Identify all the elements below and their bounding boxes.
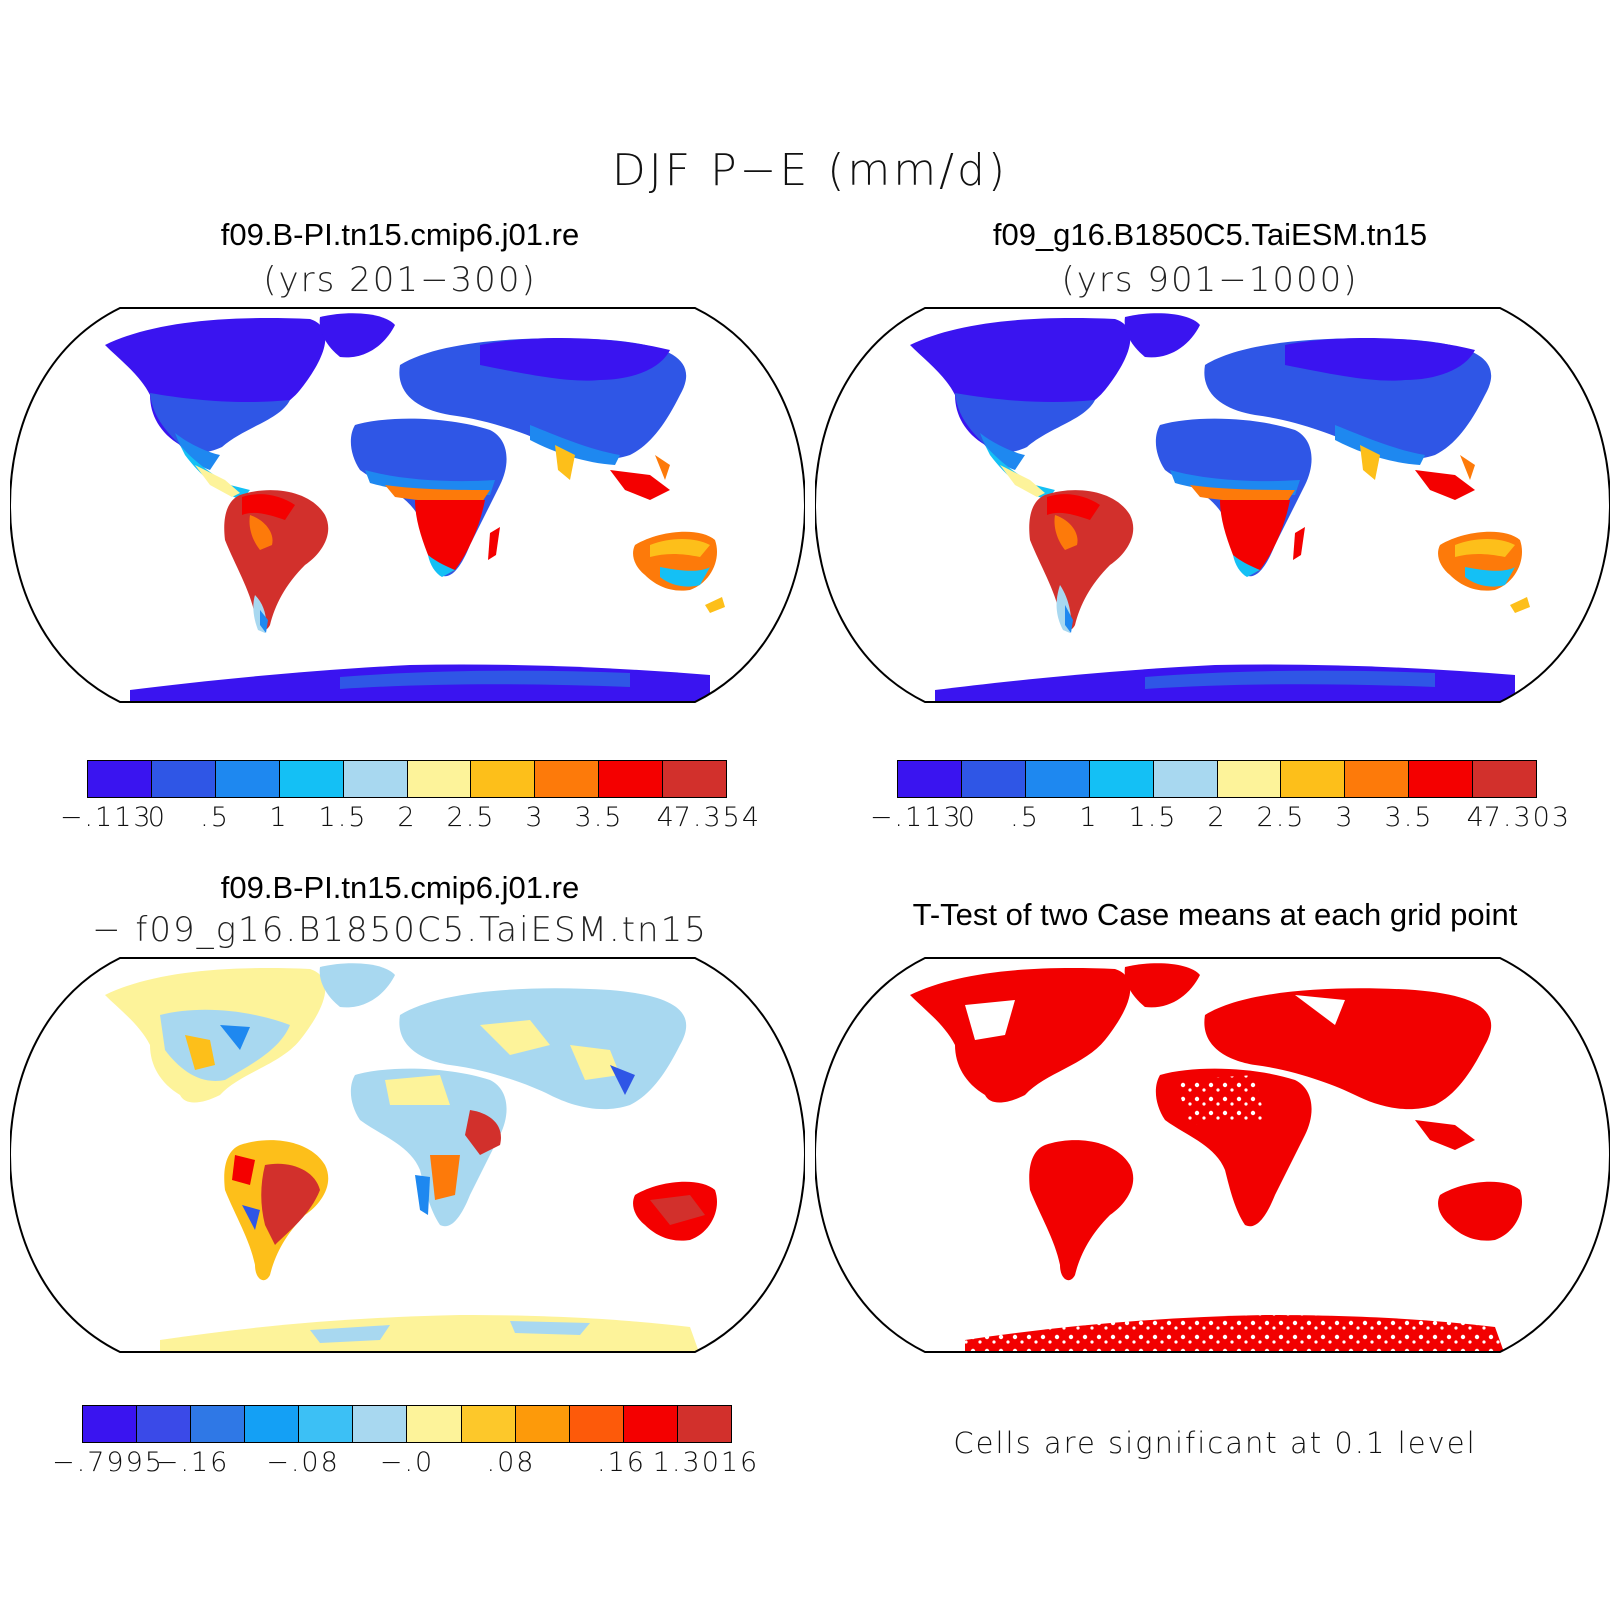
panel-a-map (10, 307, 805, 703)
panel-c-colorbar-label: .08 (486, 1447, 536, 1478)
panel-c-colorbar-label: −.0 (379, 1447, 435, 1478)
panel-c-colorbar-swatch (83, 1406, 138, 1442)
panel-d-title: T-Test of two Case means at each grid po… (912, 897, 1518, 932)
panel-a-colorbar-label: 1.5 (318, 802, 368, 833)
panel-b-colorbar-swatch (1409, 761, 1474, 797)
panel-c-colorbar-swatch (407, 1406, 462, 1442)
panel-c-map-boundary (10, 957, 805, 1353)
panel-c-colorbar-swatch (569, 1406, 624, 1442)
panel-a-colorbar-swatch (407, 761, 472, 797)
panel-a-colorbar-labels: −.113 0 .5 1 1.5 2 2.5 3 3.5 4 7.354 (60, 802, 759, 836)
panel-a-colorbar-swatch (151, 761, 216, 797)
panel-a-colorbar-swatch (279, 761, 344, 797)
panel-b-colorbar-labels: −.113 0 .5 1 1.5 2 2.5 3 3.5 4 7.303 (870, 802, 1569, 836)
panel-c-colorbar-labels: −.7995 −.16 −.08 −.0 .08 .16 1.3016 (52, 1447, 757, 1481)
panel-b-colorbar-swatch (1281, 761, 1346, 797)
panel-c-colorbar-swatch (677, 1406, 731, 1442)
panel-a-colorbar-swatch (471, 761, 536, 797)
panel-a-colorbar-label: −.113 (59, 802, 153, 833)
panel-a-colorbar-swatch (215, 761, 280, 797)
panel-c-colorbar-label: 1.3016 (652, 1447, 760, 1478)
panel-b-colorbar-swatch (1025, 761, 1090, 797)
panel-c-map (10, 957, 805, 1353)
panel-b-colorbar-label: .5 (1010, 802, 1040, 833)
panel-b-colorbar-label: 0 (957, 802, 977, 833)
panel-b-colorbar-label: 2.5 (1256, 802, 1306, 833)
panel-b-colorbar-label: −.113 (869, 802, 963, 833)
panel-c-colorbar-label: −.08 (266, 1447, 340, 1478)
panel-a-continents (105, 313, 725, 702)
panel-a-colorbar-label: 1 (269, 802, 289, 833)
panel-b-colorbar-label: 3 (1335, 802, 1355, 833)
panel-b-colorbar-swatch (961, 761, 1026, 797)
panel-c-colorbar-label: −.16 (155, 1447, 230, 1478)
panel-c-colorbar-swatch (461, 1406, 516, 1442)
panel-b-title: f09_g16.B1850C5.TaiESM.tn15 (992, 217, 1428, 252)
panel-b-colorbar-label: 4 (1466, 802, 1486, 833)
significance-note: Cells are significant at 0.1 level (953, 1426, 1477, 1460)
panel-a-subtitle: (yrs 201−300) (263, 260, 537, 300)
panel-a-title: f09.B-PI.tn15.cmip6.j01.re (220, 217, 580, 252)
panel-c-subtitle: − f09_g16.B1850C5.TaiESM.tn15 (92, 910, 708, 950)
panel-c-colorbar-swatch (137, 1406, 192, 1442)
panel-a-colorbar-label: 0 (147, 802, 167, 833)
panel-d-continents (910, 963, 1523, 1352)
panel-c-colorbar-swatch (623, 1406, 678, 1442)
panel-b-colorbar-swatch (1217, 761, 1282, 797)
panel-b-colorbar-swatch (1089, 761, 1154, 797)
panel-c-colorbar-swatch (515, 1406, 570, 1442)
panel-b-subtitle: (yrs 901−1000) (1061, 260, 1359, 300)
panel-c-colorbar-label: .16 (597, 1447, 646, 1478)
figure-title: DJF P−E (mm/d) (611, 145, 1009, 196)
panel-b-continents (910, 313, 1530, 702)
panel-a-colorbar-label: 2 (397, 802, 417, 833)
panel-b-colorbar-label: 1 (1079, 802, 1099, 833)
panel-c-colorbar-label: −.7995 (52, 1447, 164, 1478)
panel-c-colorbar-swatch (245, 1406, 300, 1442)
panel-c-colorbar-swatch (191, 1406, 246, 1442)
panel-d-map (815, 957, 1610, 1353)
panel-a-colorbar-swatch (343, 761, 408, 797)
panel-b-colorbar-label: 2 (1207, 802, 1227, 833)
panel-a-colorbar-label: 7.354 (673, 802, 762, 833)
panel-c-colorbar-swatch (299, 1406, 354, 1442)
panel-b-colorbar-label: 1.5 (1128, 802, 1178, 833)
panel-b-colorbar (897, 760, 1537, 798)
panel-b-map-boundary (815, 307, 1610, 703)
panel-c-colorbar-swatch (353, 1406, 408, 1442)
panel-a-colorbar-label: 2.5 (446, 802, 496, 833)
panel-a-colorbar-swatch (663, 761, 727, 797)
panel-a-colorbar-swatch (535, 761, 600, 797)
panel-b-colorbar-swatch (1473, 761, 1537, 797)
panel-c-colorbar (82, 1405, 732, 1443)
panel-b-map (815, 307, 1610, 703)
panel-c-title: f09.B-PI.tn15.cmip6.j01.re (220, 870, 580, 905)
panel-a-colorbar-label: 4 (656, 802, 676, 833)
panel-d-map-boundary (815, 957, 1610, 1353)
panel-b-colorbar-label: 3.5 (1384, 802, 1434, 833)
panel-c-continents (105, 963, 718, 1352)
panel-a-map-boundary (10, 307, 805, 703)
panel-a-colorbar-label: 3 (525, 802, 545, 833)
panel-a-colorbar-label: 3.5 (574, 802, 624, 833)
panel-a-colorbar-swatch (599, 761, 664, 797)
panel-b-colorbar-swatch (898, 761, 962, 797)
panel-a-colorbar-swatch (88, 761, 152, 797)
panel-b-colorbar-label: 7.303 (1483, 802, 1572, 833)
panel-b-colorbar-swatch (1153, 761, 1218, 797)
panel-a-colorbar-label: .5 (200, 802, 230, 833)
panel-b-colorbar-swatch (1345, 761, 1410, 797)
panel-a-colorbar (87, 760, 727, 798)
